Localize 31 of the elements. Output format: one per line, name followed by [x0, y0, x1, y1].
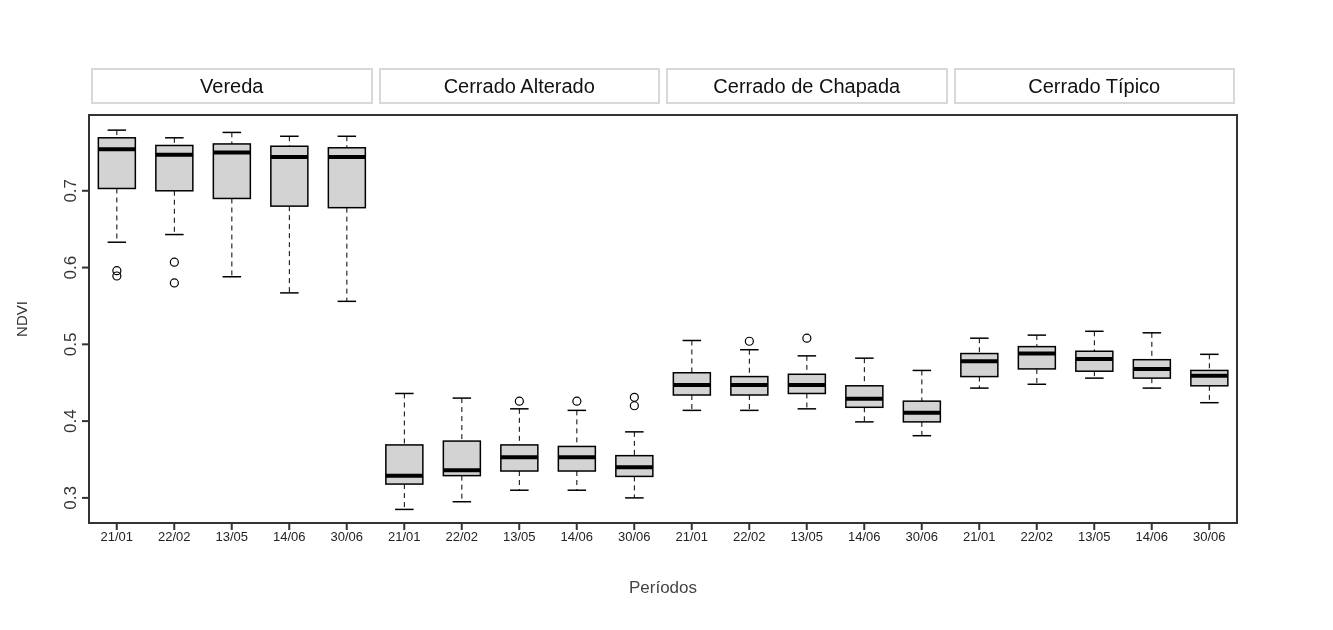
text: Cerrado Alterado — [378, 68, 660, 104]
x-tick-label: 21/01 — [962, 529, 996, 545]
x-tick-label: 22/02 — [445, 529, 479, 545]
x-tick-label: 14/06 — [272, 529, 306, 545]
x-tick-label: 14/06 — [560, 529, 594, 545]
x-tick-label: 21/01 — [387, 529, 421, 545]
x-tick-label: 30/06 — [905, 529, 939, 545]
y-axis-title: NDVI — [13, 301, 31, 337]
x-tick-label: 30/06 — [1192, 529, 1226, 545]
y-tick-label: 0.5 — [61, 332, 80, 357]
x-tick-label: 30/06 — [330, 529, 364, 545]
x-tick-label: 13/05 — [790, 529, 824, 545]
x-tick-label: 30/06 — [617, 529, 651, 545]
x-tick-label: 22/02 — [157, 529, 191, 545]
text: Cerrado Típico — [953, 68, 1235, 104]
text: Cerrado de Chapada — [666, 68, 948, 104]
x-tick-label: 13/05 — [1077, 529, 1111, 545]
x-tick-label: 14/06 — [1135, 529, 1169, 545]
x-axis-title: Períodos — [627, 578, 698, 598]
x-tick-label: 13/05 — [215, 529, 249, 545]
y-tick-label: 0.6 — [61, 255, 80, 280]
text: Vereda — [91, 68, 373, 104]
x-tick-label: 21/01 — [675, 529, 709, 545]
y-tick-label: 0.3 — [61, 486, 80, 510]
x-tick-label: 22/02 — [732, 529, 766, 545]
x-tick-label: 21/01 — [100, 529, 134, 545]
x-tick-label: 13/05 — [502, 529, 536, 545]
y-tick-label: 0.4 — [61, 409, 80, 433]
y-tick-label: 0.7 — [61, 178, 80, 203]
x-tick-label: 22/02 — [1020, 529, 1054, 545]
x-tick-label: 14/06 — [847, 529, 881, 545]
